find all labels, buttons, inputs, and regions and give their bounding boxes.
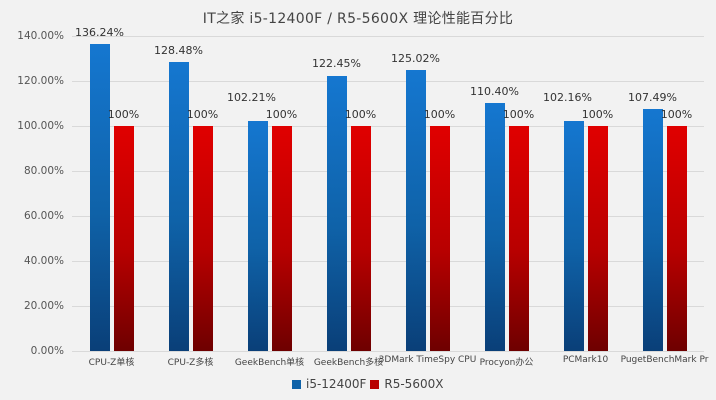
legend-label: i5-12400F — [306, 377, 367, 391]
data-label: 100% — [344, 108, 377, 121]
data-label: 102.16% — [543, 91, 592, 105]
data-label: 125.02% — [391, 51, 440, 65]
gridline — [72, 81, 704, 82]
legend-swatch-red — [370, 379, 380, 389]
data-label: 110.40% — [470, 84, 519, 98]
y-tick-label: 140.00% — [17, 30, 64, 42]
x-tick-label: PCMark10 — [562, 355, 609, 365]
bar-i5-12400f — [405, 69, 426, 351]
y-tick-label: 20.00% — [23, 300, 64, 312]
data-label: 100% — [107, 108, 140, 121]
legend-item-i5-12400f: i5-12400F — [292, 377, 366, 391]
y-tick-label: 40.00% — [23, 255, 64, 267]
data-label: 100% — [660, 108, 693, 121]
x-tick-label: 3DMark TimeSpy CPU — [378, 355, 477, 365]
data-label: 122.45% — [312, 57, 361, 71]
data-label: 100% — [265, 108, 298, 121]
legend-label: R5-5600X — [384, 377, 444, 391]
bar-r5-5600x — [508, 126, 529, 351]
x-tick-label: CPU-Z多核 — [167, 358, 214, 368]
gridline — [72, 126, 704, 127]
x-tick-label: GeekBench单核 — [234, 358, 305, 368]
y-tick-label: 0.00% — [30, 345, 64, 357]
y-tick-label: 120.00% — [17, 75, 64, 87]
data-label: 102.21% — [227, 91, 276, 105]
data-label: 100% — [581, 108, 614, 121]
bar-r5-5600x — [271, 126, 292, 351]
legend: i5-12400F R5-5600X — [292, 377, 447, 391]
x-tick-label: PugetBenchMark Pr — [620, 355, 709, 365]
data-label: 100% — [186, 108, 219, 121]
bar-i5-12400f — [326, 75, 347, 351]
y-tick-label: 60.00% — [23, 210, 64, 222]
gridline — [72, 351, 704, 352]
data-label: 100% — [423, 108, 456, 121]
gridline — [72, 171, 704, 172]
x-tick-label: Procyon办公 — [479, 358, 534, 368]
bar-i5-12400f — [563, 121, 584, 351]
bar-i5-12400f — [642, 109, 663, 351]
bar-i5-12400f — [168, 61, 189, 351]
bar-i5-12400f — [89, 44, 110, 351]
data-label: 128.48% — [154, 43, 203, 57]
legend-swatch-blue — [292, 379, 301, 389]
bar-r5-5600x — [113, 126, 134, 351]
x-tick-label: CPU-Z单核 — [88, 358, 135, 368]
bar-r5-5600x — [350, 126, 371, 351]
bar-r5-5600x — [587, 126, 608, 351]
data-label: 136.24% — [75, 26, 124, 40]
bar-r5-5600x — [429, 126, 450, 351]
data-label: 100% — [502, 108, 535, 121]
gridline — [72, 306, 704, 307]
bar-r5-5600x — [192, 126, 213, 351]
bar-i5-12400f — [484, 102, 505, 351]
gridline — [72, 261, 704, 262]
bar-i5-12400f — [247, 121, 268, 351]
chart-title: IT之家 i5-12400F / R5-5600X 理论性能百分比 — [202, 11, 514, 27]
x-tick-label: GeekBench多核 — [313, 358, 384, 368]
gridline — [72, 36, 704, 37]
plot-area: 136.24% 100% 128.48% 100% 102.21% 100% 122.45%… — [72, 26, 704, 352]
legend-item-r5-5600x: R5-5600X — [370, 377, 443, 391]
y-tick-label: 100.00% — [17, 120, 64, 132]
data-label: 107.49% — [628, 91, 677, 105]
y-tick-label: 80.00% — [23, 165, 64, 177]
bar-r5-5600x — [666, 126, 687, 351]
gridline — [72, 216, 704, 217]
